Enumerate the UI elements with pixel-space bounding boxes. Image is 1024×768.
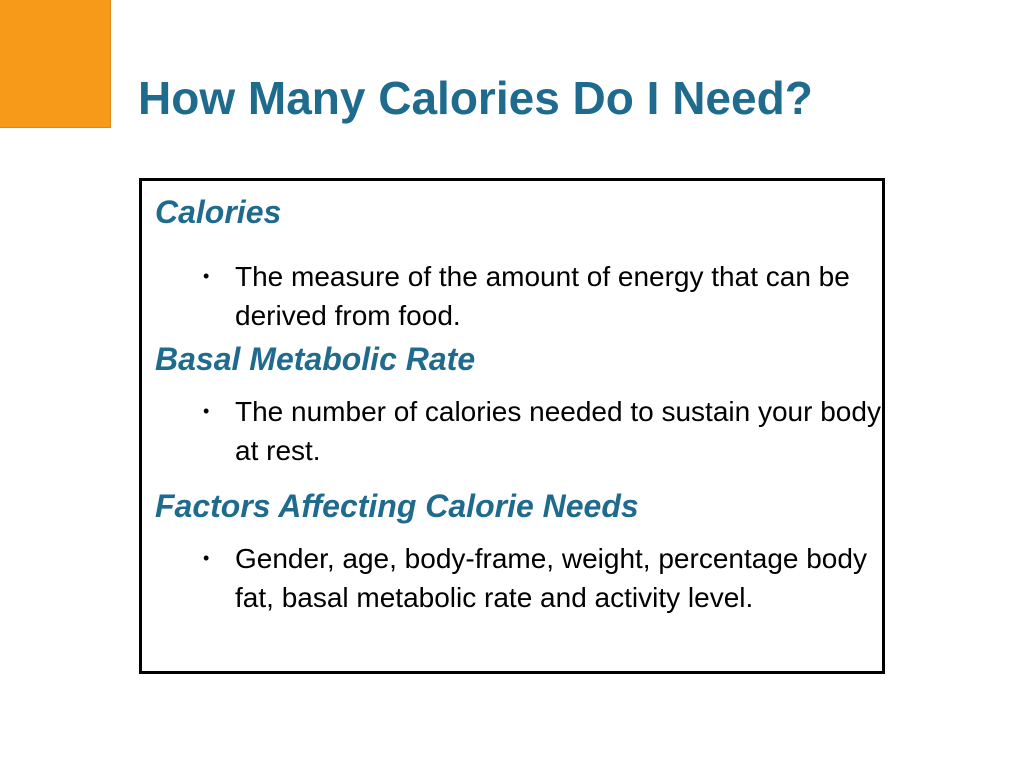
section-heading: Basal Metabolic Rate — [155, 341, 476, 377]
bullet-dot: • — [203, 401, 210, 421]
bullet-text: Gender, age, body-frame, weight, percent… — [235, 543, 867, 613]
content-box: Calories • The measure of the amount of … — [139, 178, 885, 674]
bullet-dot: • — [203, 548, 210, 568]
bullet-dot: • — [203, 266, 210, 286]
bullet-text: The number of calories needed to sustain… — [235, 396, 881, 466]
accent-square — [0, 0, 111, 128]
section-heading: Factors Affecting Calorie Needs — [155, 488, 639, 524]
bullet-text: The measure of the amount of energy that… — [235, 261, 850, 331]
slide-title: How Many Calories Do I Need? — [138, 72, 813, 124]
section-heading: Calories — [155, 194, 282, 230]
